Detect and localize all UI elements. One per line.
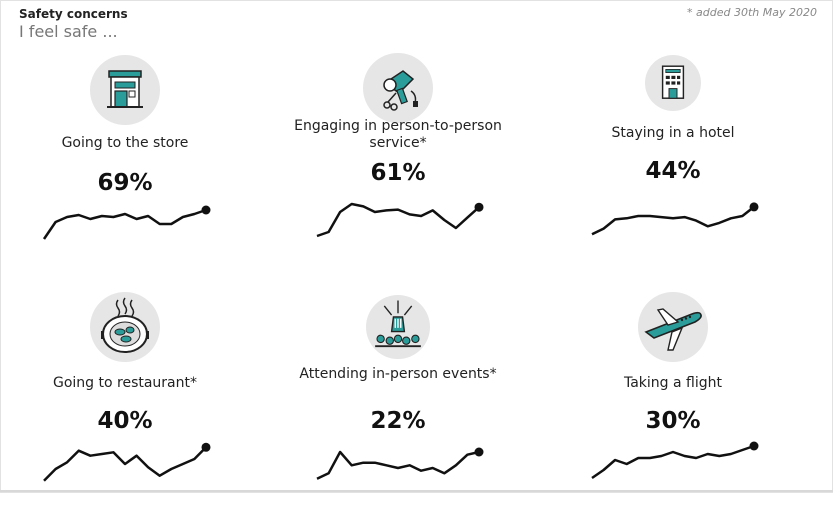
last-point-marker	[201, 442, 211, 452]
last-point-marker	[201, 205, 211, 215]
sparkline	[43, 442, 211, 482]
store-icon	[90, 55, 160, 125]
panel-restaurant: Going to restaurant* 40%	[10, 290, 240, 510]
series-line	[591, 205, 755, 236]
hotel-icon	[645, 55, 701, 111]
last-point-marker	[474, 447, 484, 457]
series-line	[42, 208, 207, 240]
panel-value: 30%	[645, 408, 701, 434]
series-line	[316, 202, 480, 238]
series-line	[43, 446, 207, 482]
panel-label: Going to the store	[61, 135, 189, 151]
panel-events: Attending in-person events* 22%	[283, 290, 513, 510]
last-point-marker	[749, 202, 759, 212]
sparkline	[316, 202, 484, 238]
header-note: * added 30th May 2020	[687, 6, 817, 19]
hairdryer-icon	[363, 53, 433, 123]
header-title: Safety concerns	[19, 7, 128, 21]
panel-hotel: Staying in a hotel 44%	[558, 50, 788, 270]
panel-label: Attending in-person events*	[299, 366, 497, 382]
panel-label: Staying in a hotel	[611, 125, 735, 141]
panel-value: 40%	[97, 408, 153, 434]
header-subtitle: I feel safe ...	[19, 22, 118, 41]
panel-value: 61%	[370, 160, 426, 186]
sparkline	[591, 202, 759, 236]
sparkline	[316, 447, 484, 480]
footer-divider	[0, 490, 833, 492]
concert-icon	[366, 295, 430, 359]
last-point-marker	[474, 202, 484, 212]
restaurant-icon	[90, 292, 160, 362]
panel-label: Going to restaurant*	[52, 375, 197, 391]
panel-value: 22%	[370, 408, 426, 434]
sparkline	[42, 205, 211, 240]
last-point-marker	[749, 441, 759, 451]
panel-value: 69%	[97, 170, 153, 196]
series-line	[316, 450, 480, 480]
series-line	[591, 444, 755, 480]
airplane-icon	[638, 292, 708, 362]
panel-label: Taking a flight	[623, 375, 722, 391]
panel-store: Going to the store 69%	[10, 50, 240, 270]
sparkline	[591, 441, 759, 480]
panel-label: Engaging in person-to-person service*	[294, 118, 502, 151]
panel-flight: Taking a flight 30%	[558, 290, 788, 510]
panel-value: 44%	[645, 158, 701, 184]
panel-service: Engaging in person-to-person service* 61…	[283, 50, 513, 270]
